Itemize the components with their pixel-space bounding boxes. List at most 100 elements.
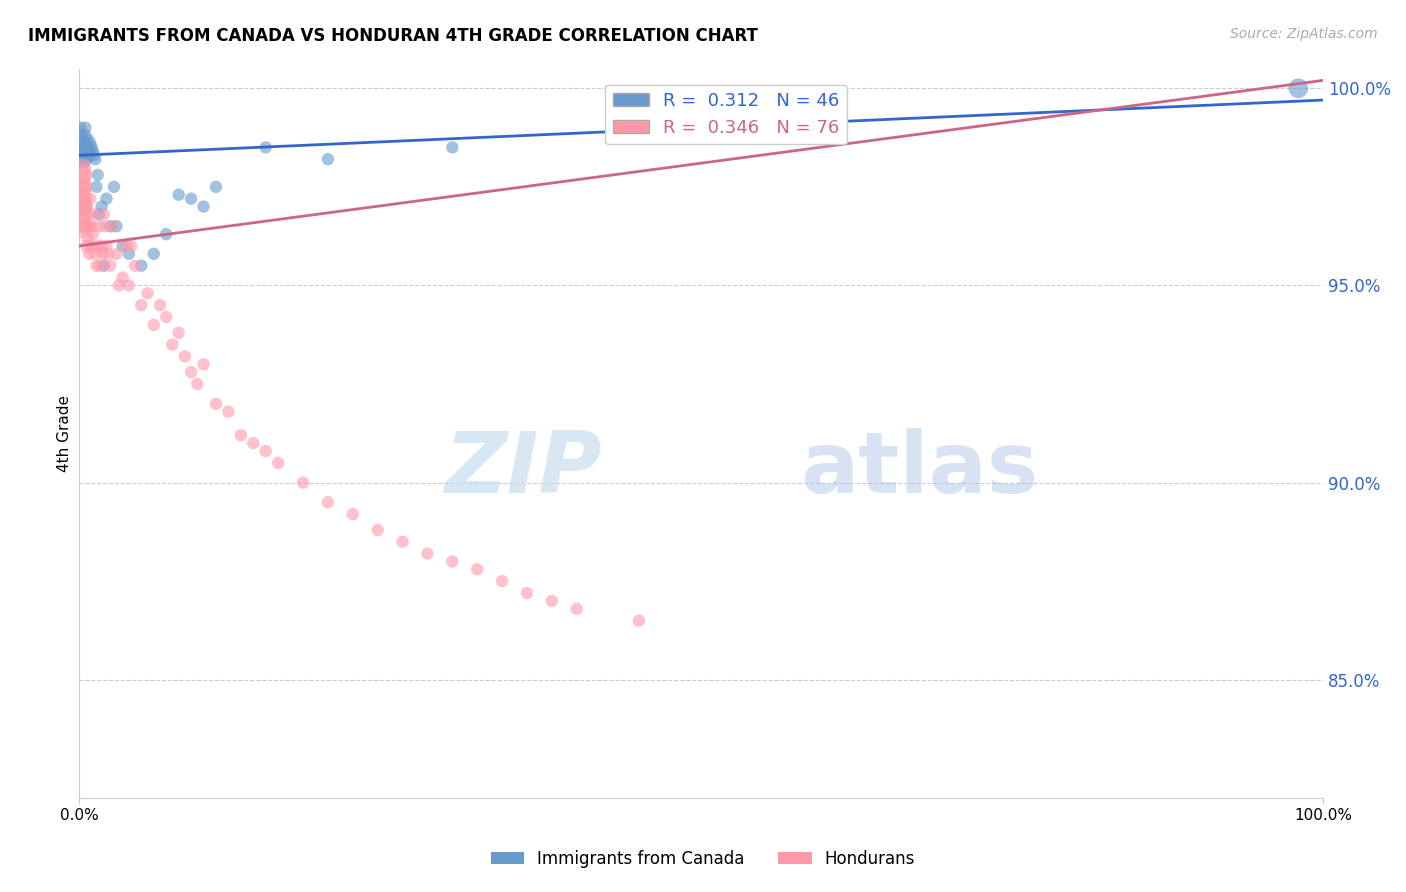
Point bbox=[82, 227, 104, 241]
Point bbox=[316, 152, 339, 166]
Point bbox=[77, 148, 100, 162]
Point bbox=[69, 140, 91, 154]
Point bbox=[465, 562, 488, 576]
Point bbox=[254, 444, 277, 458]
Y-axis label: 4th Grade: 4th Grade bbox=[58, 395, 72, 472]
Point bbox=[1286, 81, 1309, 95]
Text: atlas: atlas bbox=[800, 428, 1039, 511]
Point bbox=[96, 239, 118, 253]
Point bbox=[131, 298, 153, 312]
Point bbox=[391, 534, 413, 549]
Point bbox=[70, 207, 93, 221]
Point bbox=[72, 140, 94, 154]
Point bbox=[118, 247, 141, 261]
Point bbox=[205, 179, 228, 194]
Point bbox=[76, 132, 98, 146]
Point bbox=[108, 278, 131, 293]
Point bbox=[76, 231, 98, 245]
Point bbox=[73, 156, 96, 170]
Point bbox=[173, 350, 195, 364]
Point bbox=[72, 132, 94, 146]
Point bbox=[367, 523, 389, 537]
Point bbox=[103, 179, 125, 194]
Point bbox=[118, 278, 141, 293]
Point bbox=[75, 128, 97, 143]
Point bbox=[75, 219, 97, 234]
Point bbox=[205, 397, 228, 411]
Point bbox=[86, 259, 108, 273]
Point bbox=[76, 239, 98, 253]
Point bbox=[186, 376, 208, 391]
Point bbox=[70, 168, 93, 182]
Point bbox=[540, 594, 562, 608]
Point bbox=[101, 219, 124, 234]
Point bbox=[76, 140, 98, 154]
Point bbox=[83, 207, 105, 221]
Point bbox=[76, 207, 98, 221]
Point bbox=[79, 192, 101, 206]
Point bbox=[87, 219, 110, 234]
Text: IMMIGRANTS FROM CANADA VS HONDURAN 4TH GRADE CORRELATION CHART: IMMIGRANTS FROM CANADA VS HONDURAN 4TH G… bbox=[28, 27, 758, 45]
Point bbox=[75, 192, 97, 206]
Point bbox=[76, 145, 98, 159]
Point bbox=[94, 219, 117, 234]
Point bbox=[180, 365, 202, 379]
Point bbox=[93, 207, 115, 221]
Point bbox=[441, 140, 464, 154]
Point bbox=[87, 168, 110, 182]
Point bbox=[267, 456, 290, 470]
Point bbox=[77, 247, 100, 261]
Point bbox=[77, 145, 100, 159]
Point bbox=[84, 152, 107, 166]
Point bbox=[115, 239, 138, 253]
Point bbox=[72, 179, 94, 194]
Point bbox=[72, 145, 94, 159]
Point bbox=[167, 187, 190, 202]
Point bbox=[84, 247, 107, 261]
Point bbox=[69, 120, 91, 135]
Point bbox=[142, 318, 165, 332]
Point bbox=[69, 219, 91, 234]
Point bbox=[98, 259, 121, 273]
Point bbox=[80, 140, 103, 154]
Point bbox=[77, 219, 100, 234]
Point bbox=[162, 337, 184, 351]
Point bbox=[491, 574, 513, 589]
Point bbox=[516, 586, 538, 600]
Point bbox=[155, 310, 177, 324]
Point bbox=[155, 227, 177, 241]
Point bbox=[342, 507, 364, 521]
Point bbox=[217, 404, 239, 418]
Point bbox=[97, 247, 120, 261]
Point bbox=[316, 495, 339, 509]
Point bbox=[87, 239, 110, 253]
Point bbox=[76, 200, 98, 214]
Point bbox=[167, 326, 190, 340]
Point bbox=[73, 136, 96, 151]
Point bbox=[69, 200, 91, 214]
Point bbox=[136, 286, 159, 301]
Point bbox=[111, 239, 134, 253]
Text: ZIP: ZIP bbox=[444, 428, 602, 511]
Point bbox=[72, 200, 94, 214]
Point bbox=[80, 219, 103, 234]
Point bbox=[416, 547, 439, 561]
Point bbox=[90, 239, 112, 253]
Point bbox=[131, 259, 153, 273]
Legend: R =  0.312   N = 46, R =  0.346   N = 76: R = 0.312 N = 46, R = 0.346 N = 76 bbox=[606, 85, 846, 145]
Point bbox=[83, 148, 105, 162]
Point bbox=[105, 247, 128, 261]
Point bbox=[193, 200, 215, 214]
Legend: Immigrants from Canada, Hondurans: Immigrants from Canada, Hondurans bbox=[484, 844, 922, 875]
Point bbox=[90, 200, 112, 214]
Point bbox=[70, 192, 93, 206]
Point bbox=[111, 270, 134, 285]
Point bbox=[87, 207, 110, 221]
Point bbox=[72, 160, 94, 174]
Point bbox=[70, 128, 93, 143]
Point bbox=[193, 357, 215, 371]
Point bbox=[96, 192, 118, 206]
Point bbox=[76, 152, 98, 166]
Point bbox=[242, 436, 264, 450]
Point bbox=[180, 192, 202, 206]
